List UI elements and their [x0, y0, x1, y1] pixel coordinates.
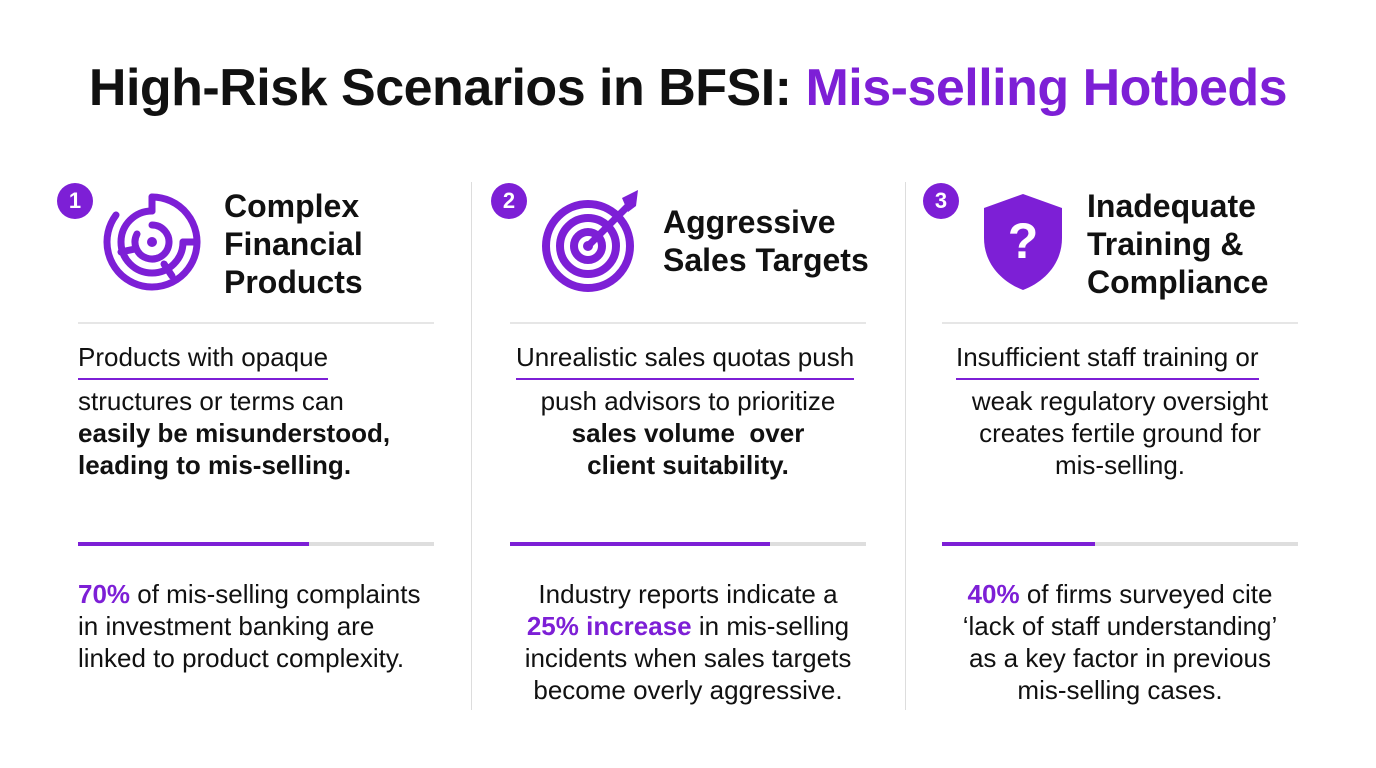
progress-fill — [78, 542, 310, 546]
step-badge-1: 1 — [57, 183, 93, 219]
stat-line: incidents when sales targets — [524, 643, 852, 673]
title-accent: Mis-selling Hotbeds — [805, 59, 1288, 117]
maze-icon — [103, 193, 201, 291]
description-line: easily be misunderstood, — [78, 418, 391, 448]
progress-fill — [942, 542, 1096, 546]
column-divider — [905, 182, 906, 710]
description-line: leading to mis-selling. — [78, 450, 352, 480]
description-line: mis-selling. — [1054, 450, 1186, 480]
description-line: sales volume over — [571, 418, 805, 448]
statistic: 70% of mis-selling complaints in investm… — [78, 578, 420, 674]
stat-line: as a key factor in previous — [968, 643, 1272, 673]
progress-bar — [78, 542, 434, 546]
stat-highlight: 25% increase — [526, 611, 692, 641]
intro-text: Insufficient staff training or — [956, 340, 1259, 380]
stat-line: Industry reports indicate a — [538, 579, 838, 609]
statistic: 40% of firms surveyed cite ‘lack of staf… — [922, 578, 1318, 706]
heading-line: Inadequate — [1087, 188, 1256, 224]
step-badge-3: 3 — [923, 183, 959, 219]
stat-highlight: 70% — [78, 579, 131, 609]
description-line: creates fertile ground for — [979, 418, 1261, 448]
column-heading: Inadequate Training & Compliance — [1087, 187, 1268, 301]
progress-fill — [510, 542, 770, 546]
heading-line: Compliance — [1087, 264, 1269, 300]
heading-line: Sales Targets — [663, 242, 869, 278]
page-title: High-Risk Scenarios in BFSI: Mis-selling… — [0, 58, 1376, 118]
stat-highlight: 40% — [967, 579, 1020, 609]
stat-text: of firms surveyed cite — [1019, 579, 1273, 609]
stat-line: ‘lack of staff understanding’ — [962, 611, 1278, 641]
target-arrow-icon — [542, 190, 638, 292]
column-heading: Aggressive Sales Targets — [663, 203, 869, 279]
description-line: weak regulatory oversight — [971, 386, 1269, 416]
progress-bar — [510, 542, 866, 546]
heading-line: Complex — [224, 188, 360, 224]
description: structures or terms can easily be misund… — [78, 385, 390, 481]
stat-line: become overly aggressive. — [533, 675, 843, 705]
stat-text: in mis-selling — [691, 611, 850, 641]
heading-line: Training & — [1087, 226, 1244, 262]
step-badge-2: 2 — [491, 183, 527, 219]
svg-text:?: ? — [1008, 213, 1039, 269]
description-line: push advisors to prioritize — [540, 386, 836, 416]
column-divider — [471, 182, 472, 710]
intro-text: Unrealistic sales quotas push — [516, 340, 855, 380]
section-rule — [510, 322, 866, 324]
intro-text: Products with opaque — [78, 340, 329, 380]
stat-line: mis-selling cases. — [1017, 675, 1223, 705]
section-rule — [78, 322, 434, 324]
heading-line: Financial — [224, 226, 363, 262]
heading-line: Aggressive — [663, 204, 836, 240]
stat-line: linked to product complexity. — [78, 643, 405, 673]
stat-text: of mis-selling complaints — [130, 579, 421, 609]
section-rule — [942, 322, 1298, 324]
description-line: structures or terms can — [78, 386, 344, 416]
column-heading: Complex Financial Products — [224, 187, 363, 301]
stat-line: in investment banking are — [78, 611, 375, 641]
description: push advisors to prioritize sales volume… — [500, 385, 876, 481]
shield-question-icon: ? — [984, 194, 1062, 290]
statistic: Industry reports indicate a 25% increase… — [490, 578, 886, 706]
description-line: client suitability. — [587, 450, 789, 480]
description: weak regulatory oversight creates fertil… — [932, 385, 1308, 481]
heading-line: Products — [224, 264, 363, 300]
progress-bar — [942, 542, 1298, 546]
title-main: High-Risk Scenarios in BFSI: — [88, 59, 806, 117]
